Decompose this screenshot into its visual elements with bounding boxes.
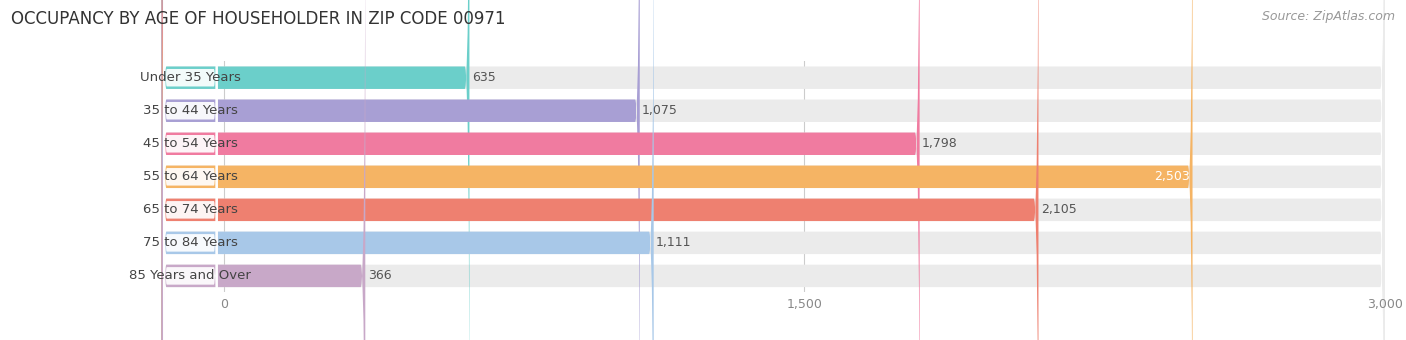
FancyBboxPatch shape xyxy=(163,0,218,340)
FancyBboxPatch shape xyxy=(162,0,654,340)
Text: 65 to 74 Years: 65 to 74 Years xyxy=(143,203,238,216)
FancyBboxPatch shape xyxy=(162,0,1385,340)
Text: 35 to 44 Years: 35 to 44 Years xyxy=(143,104,238,117)
FancyBboxPatch shape xyxy=(162,0,640,340)
FancyBboxPatch shape xyxy=(163,0,218,340)
Text: 2,503: 2,503 xyxy=(1154,170,1191,183)
Text: 366: 366 xyxy=(367,269,391,283)
FancyBboxPatch shape xyxy=(162,0,920,340)
FancyBboxPatch shape xyxy=(163,0,218,340)
FancyBboxPatch shape xyxy=(162,0,1192,340)
Text: 75 to 84 Years: 75 to 84 Years xyxy=(143,236,238,249)
Text: 2,105: 2,105 xyxy=(1040,203,1077,216)
FancyBboxPatch shape xyxy=(163,0,218,340)
Text: 45 to 54 Years: 45 to 54 Years xyxy=(143,137,238,150)
Text: Under 35 Years: Under 35 Years xyxy=(141,71,240,84)
Text: 55 to 64 Years: 55 to 64 Years xyxy=(143,170,238,183)
Text: 1,075: 1,075 xyxy=(643,104,678,117)
FancyBboxPatch shape xyxy=(162,0,1385,340)
Text: OCCUPANCY BY AGE OF HOUSEHOLDER IN ZIP CODE 00971: OCCUPANCY BY AGE OF HOUSEHOLDER IN ZIP C… xyxy=(11,10,506,28)
FancyBboxPatch shape xyxy=(162,0,1039,340)
FancyBboxPatch shape xyxy=(162,0,1385,340)
FancyBboxPatch shape xyxy=(162,0,1385,340)
Text: 635: 635 xyxy=(472,71,495,84)
FancyBboxPatch shape xyxy=(163,0,218,340)
Text: 1,111: 1,111 xyxy=(657,236,692,249)
Text: 1,798: 1,798 xyxy=(922,137,957,150)
FancyBboxPatch shape xyxy=(162,0,1385,340)
FancyBboxPatch shape xyxy=(162,0,1385,340)
FancyBboxPatch shape xyxy=(162,0,366,340)
FancyBboxPatch shape xyxy=(163,0,218,340)
Text: Source: ZipAtlas.com: Source: ZipAtlas.com xyxy=(1261,10,1395,23)
FancyBboxPatch shape xyxy=(162,0,1385,340)
FancyBboxPatch shape xyxy=(162,0,470,340)
Text: 85 Years and Over: 85 Years and Over xyxy=(129,269,252,283)
FancyBboxPatch shape xyxy=(163,0,218,340)
